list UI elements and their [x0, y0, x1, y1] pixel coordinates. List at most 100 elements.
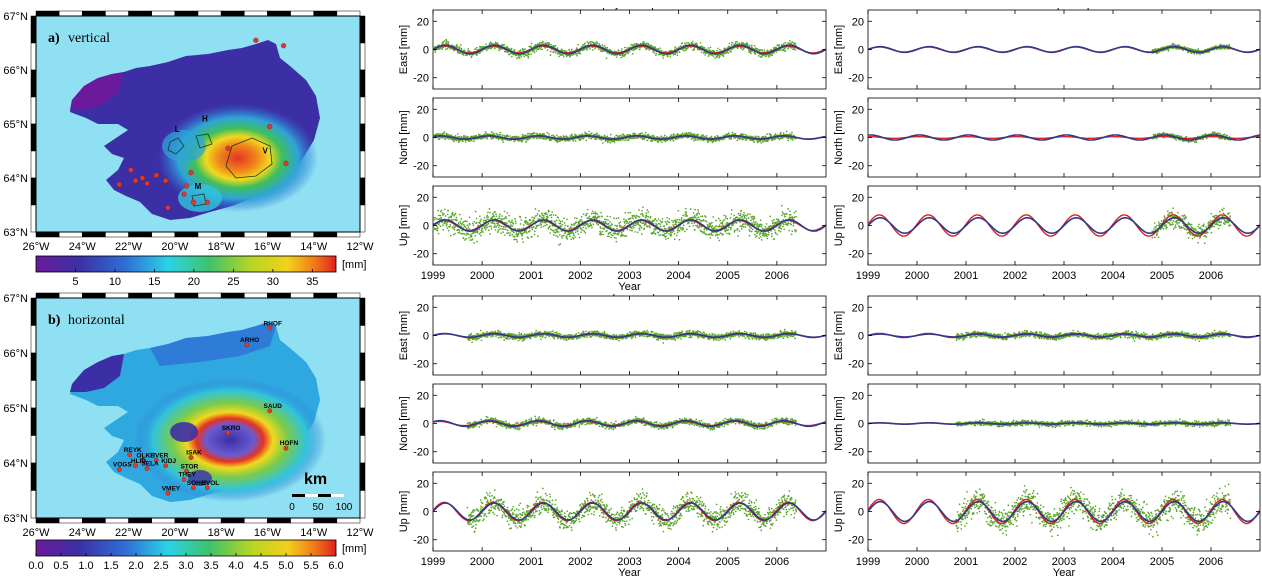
y-tick-label: 0 [423, 45, 429, 57]
observation-point [613, 227, 615, 230]
colorbar-tick-label: 10 [109, 276, 121, 288]
observation-point [738, 230, 741, 232]
observation-point [626, 220, 629, 223]
observation-point [753, 45, 756, 47]
observation-point [665, 235, 667, 237]
observation-point [788, 40, 791, 42]
observation-point [487, 222, 490, 225]
observation-point [686, 228, 688, 231]
observation-point [673, 232, 676, 235]
observation-point [678, 229, 681, 232]
observation-point [530, 42, 533, 45]
lat-tick-label: 64°N [3, 458, 28, 470]
observation-point [489, 211, 492, 214]
observation-point [444, 215, 447, 217]
observation-point [658, 49, 660, 51]
observation-point [717, 217, 720, 220]
observation-point [558, 233, 561, 236]
observation-point [432, 41, 434, 43]
frame-tick [267, 292, 291, 299]
observation-point [508, 53, 511, 55]
colorbar-unit: [mm] [342, 543, 366, 555]
observation-point [456, 46, 459, 48]
observation-point [594, 215, 596, 218]
observation-point [775, 51, 778, 53]
observation-point [451, 211, 454, 214]
observation-point [434, 216, 437, 219]
observation-point [596, 42, 599, 45]
observation-point [549, 232, 552, 234]
observation-point [536, 137, 538, 140]
observation-point [709, 46, 712, 49]
frame-tick [267, 231, 291, 238]
observation-point [484, 130, 487, 133]
frame-tick [105, 517, 129, 524]
lon-tick-label: 26°W [22, 527, 50, 539]
observation-point [584, 42, 586, 45]
observation-point [475, 217, 478, 220]
observation-point [439, 225, 442, 228]
observation-point [674, 46, 676, 49]
observation-point [615, 240, 618, 243]
observation-point [521, 133, 524, 136]
observation-point [479, 219, 482, 222]
observation-point [436, 225, 439, 228]
observation-point [700, 51, 703, 54]
observation-point [629, 229, 632, 231]
observation-point [741, 215, 743, 218]
observation-point [501, 139, 504, 142]
observation-point [460, 135, 463, 138]
observation-point [717, 47, 719, 50]
observation-point [677, 209, 680, 212]
frame-tick [30, 96, 37, 125]
frame-tick [30, 123, 37, 152]
frame-tick [267, 10, 291, 17]
observation-point [729, 217, 732, 219]
station-dot [127, 452, 133, 458]
station-dot [132, 178, 139, 184]
observation-point [654, 217, 657, 220]
observation-point [607, 222, 610, 225]
observation-point [606, 215, 609, 218]
observation-point [739, 225, 742, 228]
observation-point [757, 54, 760, 57]
observation-point [787, 139, 790, 142]
observation-point [498, 226, 500, 228]
frame-tick [105, 10, 129, 17]
observation-point [602, 142, 604, 144]
observation-point [610, 236, 613, 239]
frame-tick [244, 517, 268, 524]
frame-tick [197, 292, 222, 299]
observation-point [669, 139, 672, 142]
observation-point [648, 224, 651, 227]
observation-point [539, 41, 541, 44]
station-dot [267, 124, 273, 130]
station-dot [181, 191, 187, 197]
observation-point [464, 141, 467, 143]
observation-point [555, 234, 557, 237]
observation-point [615, 237, 617, 240]
observation-point [531, 216, 533, 219]
observation-point [699, 41, 702, 44]
frame-tick [30, 352, 37, 381]
observation-point [558, 55, 561, 58]
frame-tick [128, 517, 152, 524]
observation-point [655, 219, 658, 222]
observation-point [754, 53, 757, 55]
station-dot [116, 467, 122, 472]
observation-point [613, 141, 616, 143]
observation-point [688, 132, 691, 134]
station-dot [144, 466, 150, 471]
observation-point [510, 55, 513, 58]
observation-point [702, 134, 705, 136]
observation-point [475, 221, 478, 224]
frame-tick [35, 10, 60, 17]
observation-point [445, 224, 448, 227]
frame-tick [35, 231, 60, 238]
lon-tick-label: 26°W [22, 241, 50, 253]
colorbar-tick-label: 3.0 [178, 560, 193, 572]
observation-point [530, 53, 532, 56]
observation-point [713, 227, 716, 230]
observation-point [638, 227, 641, 230]
